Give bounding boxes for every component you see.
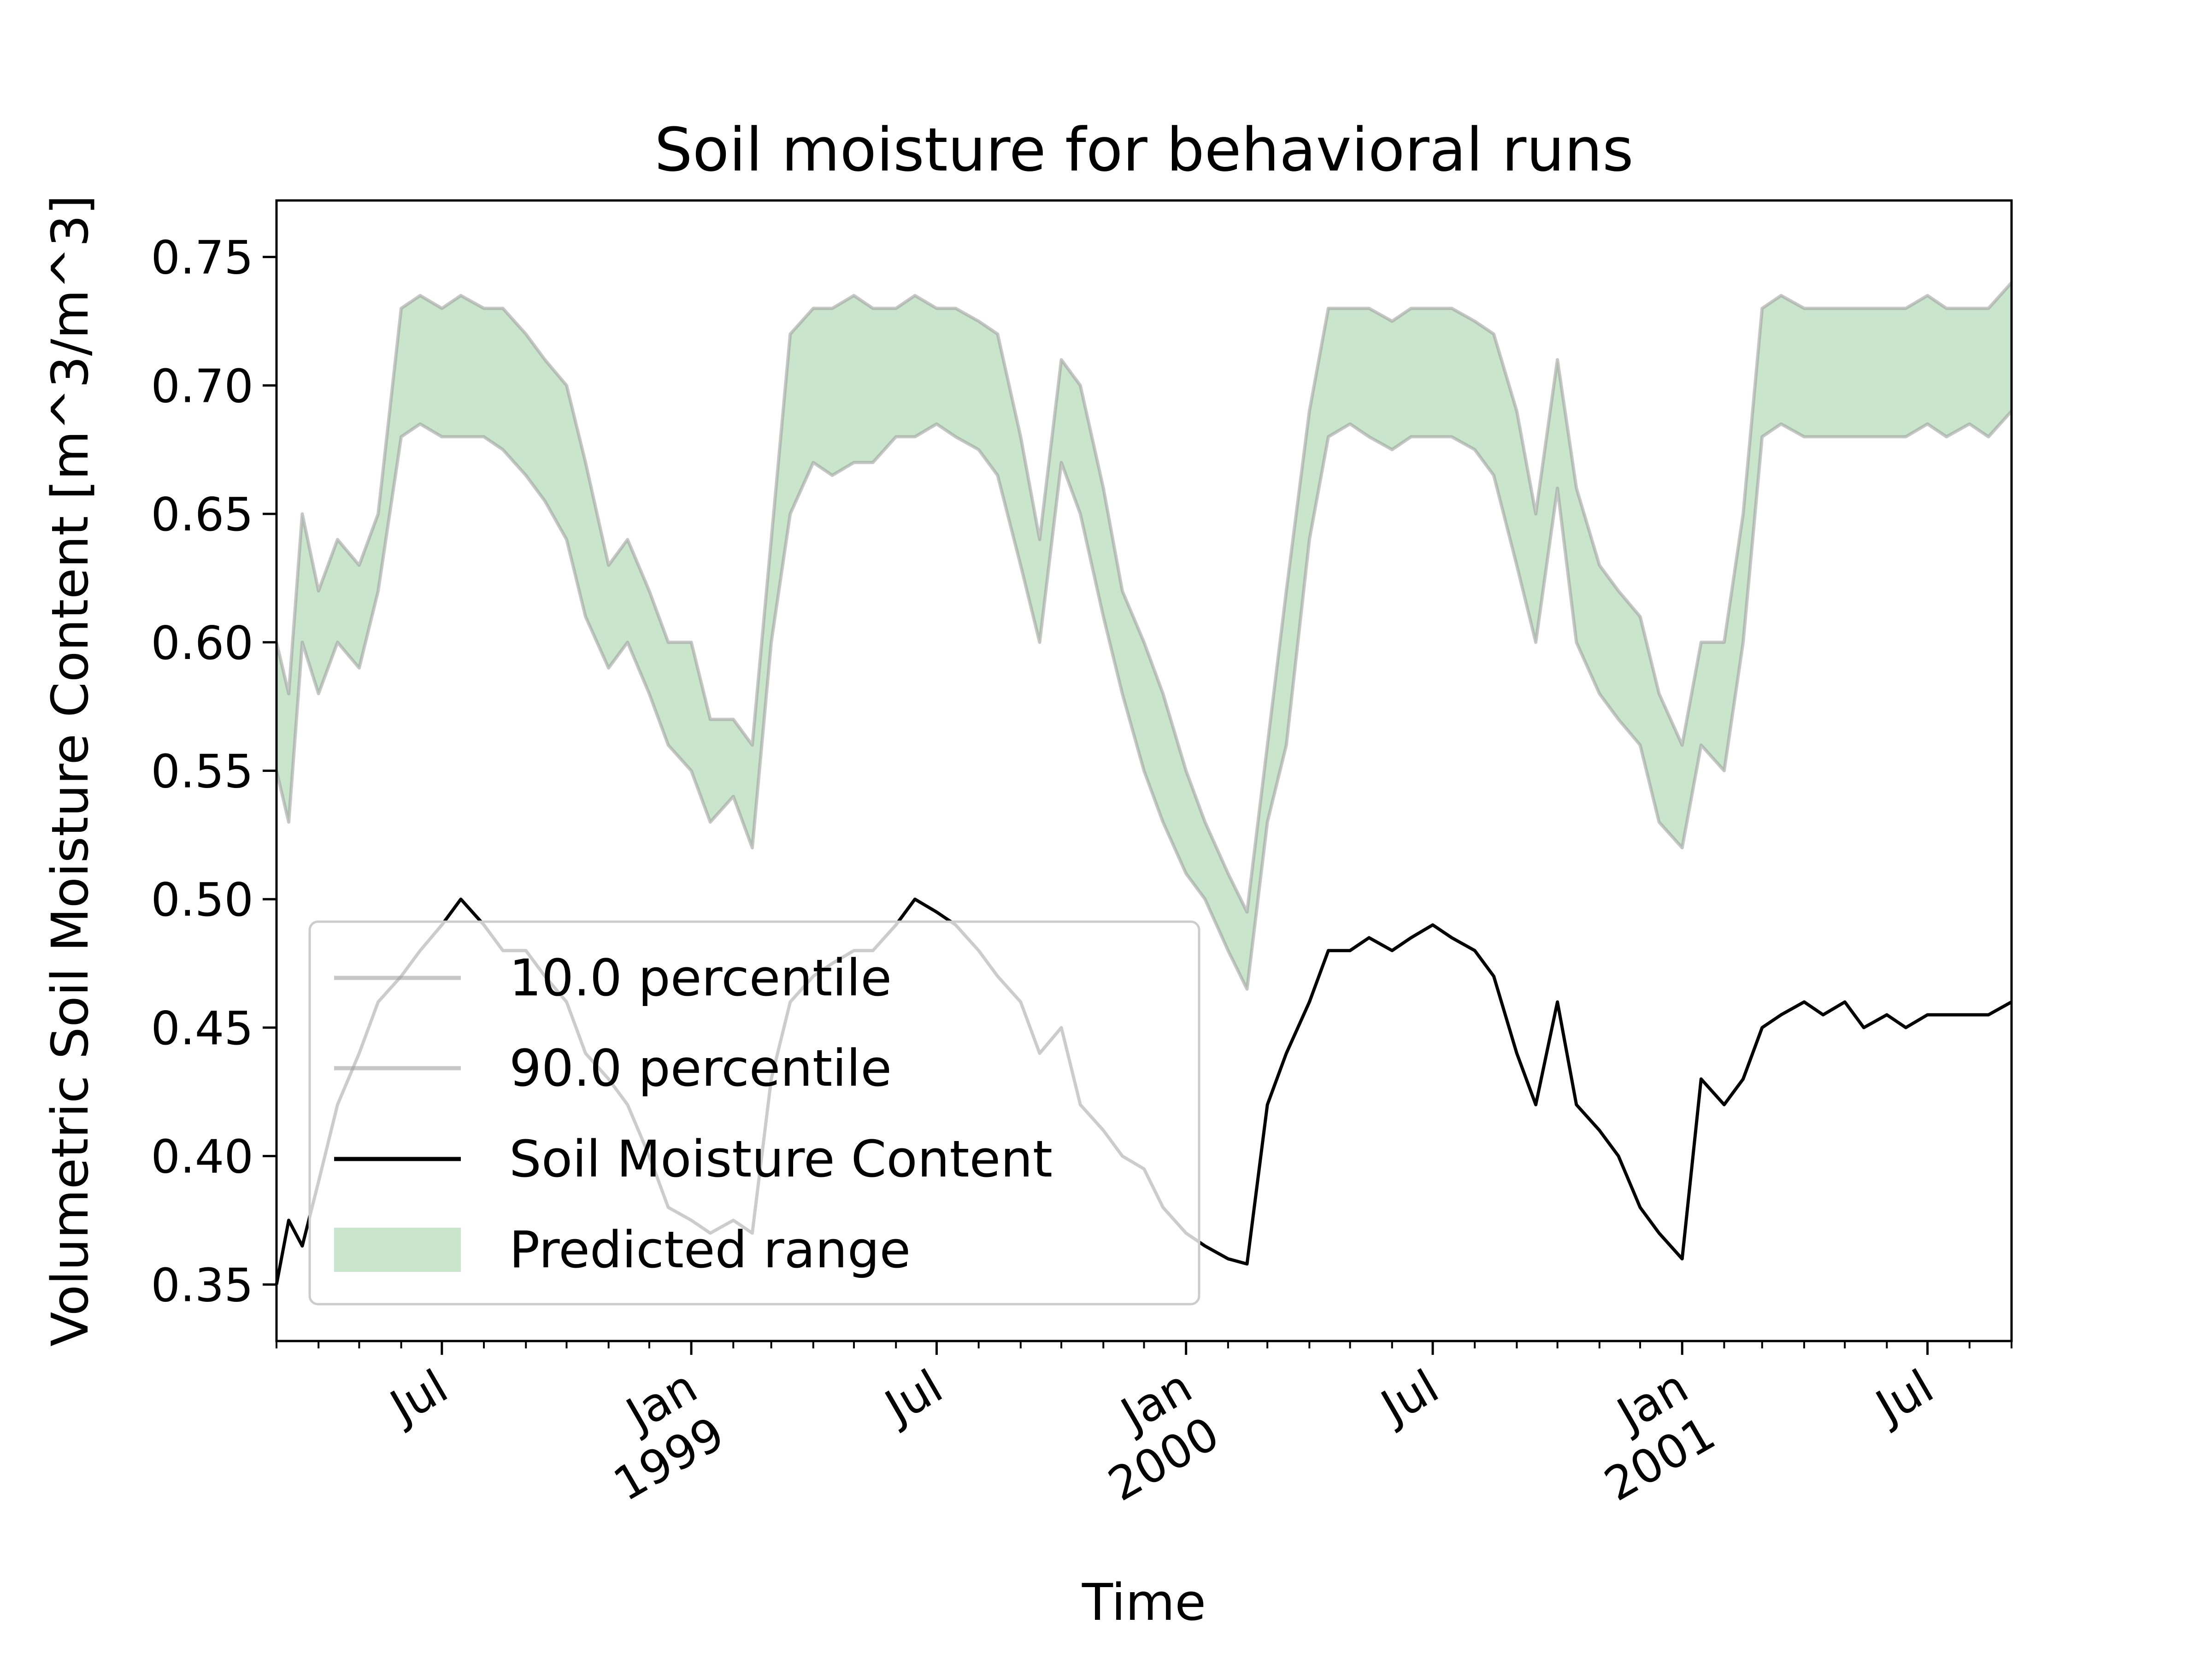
y-tick-label: 0.75 — [151, 231, 253, 285]
y-tick-label: 0.35 — [151, 1258, 253, 1312]
y-tick-label: 0.40 — [151, 1130, 253, 1184]
y-tick-label: 0.55 — [151, 745, 253, 799]
legend-label-observed: Soil Moisture Content — [509, 1130, 1053, 1188]
y-tick-label: 0.65 — [151, 488, 253, 541]
y-tick-label: 0.50 — [151, 873, 253, 927]
legend-label-p10: 10.0 percentile — [509, 948, 892, 1007]
legend-swatch-range — [334, 1228, 461, 1272]
x-axis-label: Time — [1082, 1573, 1206, 1632]
y-axis-label: Volumetric Soil Moisture Content [m^3/m^… — [41, 195, 100, 1347]
predicted-range-band — [276, 282, 2012, 989]
legend-label-p90: 90.0 percentile — [509, 1039, 892, 1098]
y-tick-label: 0.45 — [151, 1001, 253, 1055]
p90-series-line — [275, 282, 2013, 914]
y-axis: 0.35 0.40 0.45 0.50 0.55 0.60 0.65 0.70 0.75 — [151, 231, 276, 1312]
chart-title: Soil moisture for behavioral runs — [654, 115, 1634, 185]
legend: 10.0 percentile 90.0 percentile Soil Moi… — [308, 920, 1200, 1306]
y-tick-label: 0.70 — [151, 359, 253, 413]
p10-series-line — [275, 410, 2013, 991]
legend-label-range: Predicted range — [509, 1220, 911, 1279]
legend-box — [308, 920, 1200, 1306]
y-tick-label: 0.60 — [151, 616, 253, 670]
